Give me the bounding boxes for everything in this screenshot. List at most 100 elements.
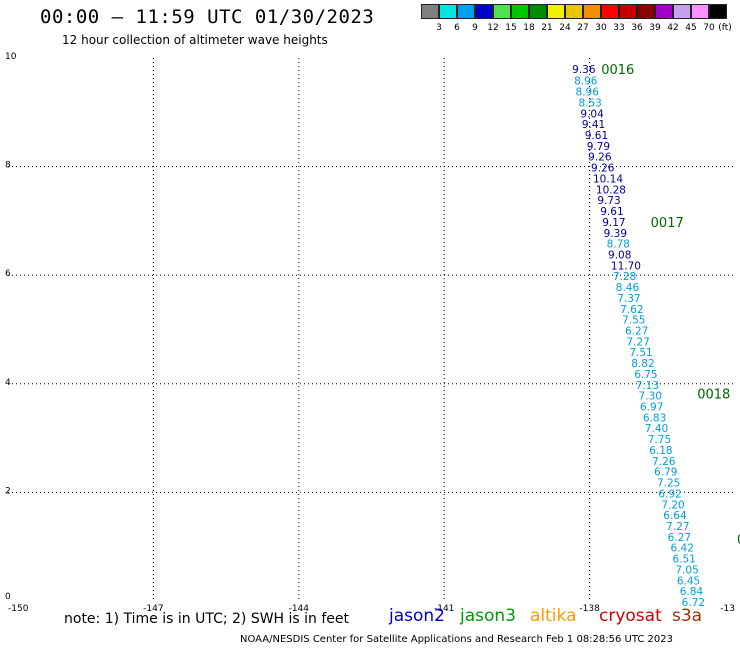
legend-unit: (ft) — [718, 23, 732, 33]
track-time-label: 0017 — [651, 216, 684, 231]
satellite-cryosat: cryosat — [599, 606, 662, 626]
y-tick-label: 6 — [5, 269, 11, 279]
legend-bin-label: 24 — [559, 23, 571, 33]
satellite-altika: altika — [530, 606, 577, 626]
legend-bin-label: 21 — [541, 23, 553, 33]
wave-height-value: 9.17 — [602, 217, 625, 229]
wave-height-value: 7.05 — [675, 564, 698, 576]
legend-swatch — [547, 4, 565, 19]
legend-bin-label: 6 — [454, 23, 460, 33]
wave-height-value: 9.61 — [600, 206, 623, 218]
axis-ticks: -150 -147 -144 -141 -138 -13 0 2 4 6 8 10 — [5, 52, 735, 614]
y-tick-label: 4 — [5, 378, 11, 388]
legend-bin-label: 18 — [523, 23, 535, 33]
wave-height-value: 9.08 — [608, 249, 631, 261]
wave-height-value: 9.36 — [572, 64, 596, 76]
wave-height-value: 9.41 — [582, 119, 605, 131]
wave-height-value: 7.75 — [648, 434, 671, 446]
wave-height-value: 7.55 — [622, 315, 645, 327]
x-tick-label: -13 — [720, 604, 735, 614]
map-subtitle: 12 hour collection of altimeter wave hei… — [62, 33, 328, 47]
x-tick-label: -150 — [8, 604, 29, 614]
wave-height-value: 7.37 — [617, 293, 640, 305]
legend-swatch — [529, 4, 547, 19]
y-tick-label: 2 — [5, 486, 11, 496]
wave-height-value: 9.39 — [604, 228, 627, 240]
wave-height-value: 8.96 — [576, 87, 600, 99]
wave-height-value: 7.25 — [657, 478, 680, 490]
wave-height-value: 7.27 — [666, 521, 689, 533]
wave-height-value: 8.46 — [616, 282, 640, 294]
wave-height-value: 6.27 — [625, 326, 648, 338]
map-title: 00:00 – 11:59 UTC 01/30/2023 — [40, 6, 375, 28]
wave-height-value: 11.70 — [611, 260, 641, 272]
wave-height-value: 9.79 — [587, 141, 610, 153]
wave-height-value: 6.75 — [634, 369, 657, 381]
satellite-jason3: jason3 — [460, 606, 516, 626]
legend-swatch — [511, 4, 529, 19]
legend-swatch — [493, 4, 511, 19]
wave-height-value: 6.64 — [663, 510, 687, 522]
wave-height-value: 7.40 — [645, 423, 668, 435]
wave-height-value: 6.18 — [649, 445, 672, 457]
wave-height-value: 6.79 — [654, 467, 677, 479]
track-time-label: 0016 — [601, 63, 634, 78]
wave-height-value: 9.61 — [585, 130, 608, 142]
legend-bin-label: 9 — [472, 23, 478, 33]
wave-height-value: 7.62 — [620, 304, 643, 316]
legend-swatch — [457, 4, 475, 19]
wave-height-value: 6.97 — [640, 402, 663, 414]
wave-height-value: 6.84 — [680, 586, 704, 598]
legend-bin-label: 15 — [505, 23, 517, 33]
legend-bin-label: 36 — [631, 23, 643, 33]
x-tick-label: -138 — [579, 604, 600, 614]
legend-swatch — [655, 4, 673, 19]
legend-swatch — [673, 4, 691, 19]
footer-note: note: 1) Time is in UTC; 2) SWH is in fe… — [64, 611, 350, 627]
wave-height-value: 8.78 — [607, 239, 630, 251]
wave-height-value: 6.45 — [677, 575, 700, 587]
altimeter-track: 9.368.968.968.539.049.419.619.799.269.26… — [572, 63, 740, 609]
legend-swatch — [637, 4, 655, 19]
y-tick-label: 0 — [5, 592, 11, 602]
legend-swatch — [583, 4, 601, 19]
wave-height-value: 7.30 — [639, 391, 662, 403]
legend-swatch — [421, 4, 439, 19]
legend-swatch — [619, 4, 637, 19]
legend-bin-label: 3 — [436, 23, 442, 33]
legend-swatch — [709, 4, 727, 19]
satellite-jason2: jason2 — [389, 606, 445, 626]
legend-swatch — [439, 4, 457, 19]
wave-height-value: 8.96 — [574, 76, 598, 88]
wave-height-value: 9.26 — [591, 163, 615, 175]
track-time-label: 0018 — [697, 387, 730, 402]
legend-bin-label: 39 — [649, 23, 661, 33]
wave-height-value: 9.26 — [588, 152, 612, 164]
legend-bin-label: 30 — [595, 23, 607, 33]
x-tick-label: -144 — [289, 604, 310, 614]
legend-bin-label: 27 — [577, 23, 589, 33]
legend-bin-label: 45 — [685, 23, 697, 33]
wave-height-value: 8.82 — [631, 358, 654, 370]
wave-height-value: 6.83 — [643, 412, 666, 424]
legend-swatch — [565, 4, 583, 19]
legend-swatch — [691, 4, 709, 19]
wave-height-value: 10.14 — [593, 173, 623, 185]
x-tick-label: -147 — [143, 604, 163, 614]
legend-swatch — [601, 4, 619, 19]
wave-height-value: 7.13 — [636, 380, 659, 392]
graticule — [8, 58, 735, 601]
legend-bin-label: 12 — [487, 23, 499, 33]
wave-height-value: 6.51 — [672, 554, 695, 566]
wave-height-value: 7.20 — [661, 499, 684, 511]
wave-height-value: 7.28 — [613, 271, 636, 283]
credit-line: NOAA/NESDIS Center for Satellite Applica… — [240, 634, 673, 645]
wave-height-value: 7.51 — [629, 347, 652, 359]
legend-bin-label: 42 — [667, 23, 679, 33]
x-tick-label: -141 — [434, 604, 454, 614]
y-tick-label: 8 — [5, 161, 11, 171]
wave-height-value: 6.72 — [682, 597, 705, 609]
track-time-label: 0 — [737, 533, 740, 548]
wave-height-value: 7.26 — [652, 456, 676, 468]
